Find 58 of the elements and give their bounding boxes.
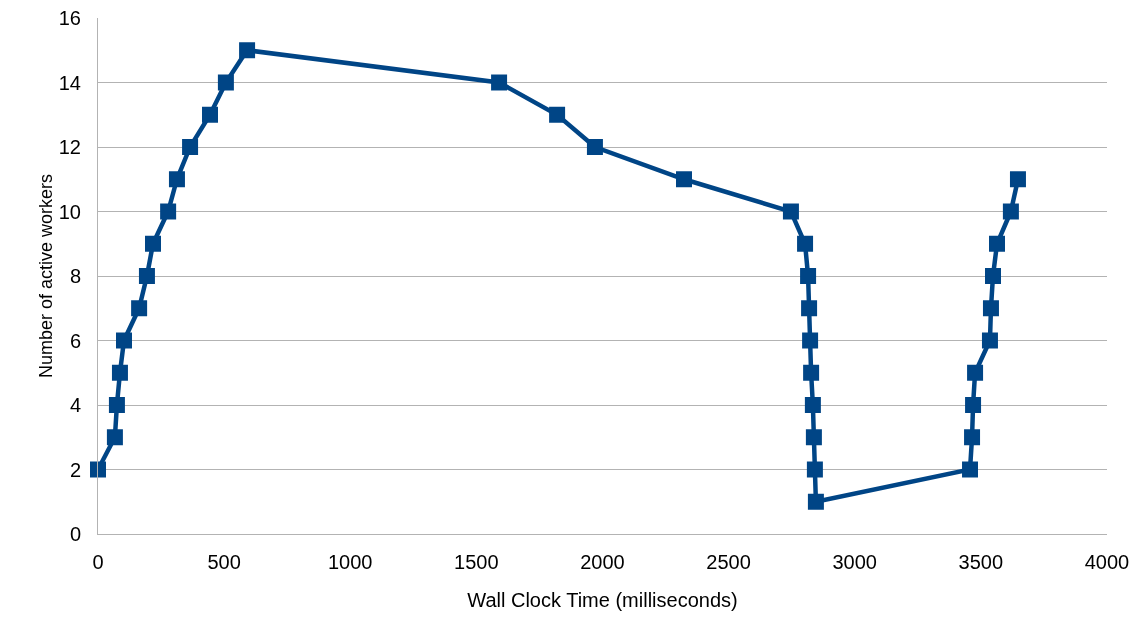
y-tick-label: 4 (69, 394, 81, 416)
point (115, 332, 132, 349)
point (800, 268, 817, 284)
y-tick-label: 12 (58, 136, 81, 158)
x-tick-label: 0 (92, 551, 104, 573)
point (807, 493, 824, 510)
point (802, 332, 819, 349)
point (989, 235, 1006, 252)
y-tick-label: 8 (69, 265, 81, 287)
point (111, 364, 128, 381)
point (549, 106, 566, 123)
x-tick-label: 3500 (958, 551, 1004, 573)
x-tick-label: 500 (207, 551, 241, 573)
point (160, 203, 177, 220)
point (1002, 203, 1019, 220)
point (90, 461, 106, 478)
x-axis-title: Wall Clock Time (milliseconds) (467, 588, 738, 611)
point (782, 203, 799, 220)
x-tick-label: 1000 (328, 551, 373, 573)
y-tick-label: 10 (58, 200, 81, 223)
x-tick-label: 3000 (832, 551, 877, 573)
point (586, 139, 603, 155)
point (981, 332, 998, 349)
point (217, 74, 234, 91)
y-tick-label: 6 (69, 329, 81, 352)
point (239, 42, 256, 59)
point (804, 397, 821, 413)
point (984, 268, 1001, 284)
point (144, 235, 161, 252)
point (803, 364, 820, 381)
point (491, 74, 508, 91)
point (106, 429, 123, 446)
point (801, 300, 818, 317)
point (805, 429, 822, 446)
point (797, 235, 814, 252)
y-tick-label: 16 (58, 7, 81, 29)
point (182, 139, 199, 155)
point (675, 171, 692, 188)
point (131, 300, 148, 317)
point (168, 171, 185, 188)
point (138, 268, 155, 284)
point (967, 364, 984, 381)
point (982, 300, 999, 317)
x-tick-label: 2000 (580, 551, 625, 573)
point (965, 397, 982, 413)
x-tick-label: 4000 (1084, 551, 1130, 573)
y-tick-label: 0 (69, 523, 81, 545)
point (962, 461, 979, 478)
point (806, 461, 823, 478)
point (108, 397, 125, 413)
point (1009, 171, 1026, 188)
x-tick-label: 2500 (706, 551, 751, 573)
point (964, 429, 981, 446)
point (202, 106, 218, 123)
y-tick-label: 14 (58, 71, 81, 94)
x-tick-label: 1500 (454, 551, 499, 573)
y-tick-label: 2 (69, 458, 81, 481)
y-axis-title: Number of active workers (36, 173, 56, 379)
